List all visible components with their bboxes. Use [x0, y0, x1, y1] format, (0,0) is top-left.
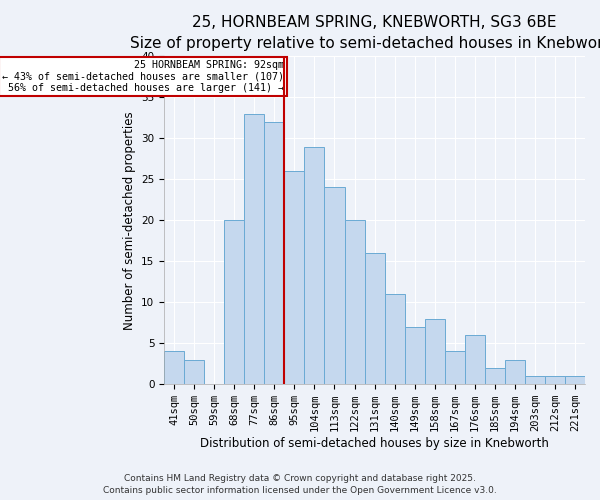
Title: 25, HORNBEAM SPRING, KNEBWORTH, SG3 6BE
Size of property relative to semi-detach: 25, HORNBEAM SPRING, KNEBWORTH, SG3 6BE … — [130, 15, 600, 51]
Bar — [265, 122, 284, 384]
Bar — [304, 146, 325, 384]
Y-axis label: Number of semi-detached properties: Number of semi-detached properties — [122, 111, 136, 330]
Bar — [485, 368, 505, 384]
Bar — [244, 114, 265, 384]
Bar — [224, 220, 244, 384]
Bar — [425, 318, 445, 384]
Bar — [164, 352, 184, 384]
Bar — [284, 171, 304, 384]
Text: 25 HORNBEAM SPRING: 92sqm
← 43% of semi-detached houses are smaller (107)
56% of: 25 HORNBEAM SPRING: 92sqm ← 43% of semi-… — [2, 60, 284, 93]
Bar — [445, 352, 465, 384]
Bar — [545, 376, 565, 384]
Bar — [365, 253, 385, 384]
Bar — [385, 294, 404, 384]
Bar — [525, 376, 545, 384]
Bar — [184, 360, 204, 384]
Bar — [505, 360, 525, 384]
Bar — [344, 220, 365, 384]
Bar — [465, 335, 485, 384]
Bar — [325, 188, 344, 384]
Bar — [565, 376, 585, 384]
Bar — [404, 327, 425, 384]
X-axis label: Distribution of semi-detached houses by size in Knebworth: Distribution of semi-detached houses by … — [200, 437, 549, 450]
Text: Contains HM Land Registry data © Crown copyright and database right 2025.
Contai: Contains HM Land Registry data © Crown c… — [103, 474, 497, 495]
